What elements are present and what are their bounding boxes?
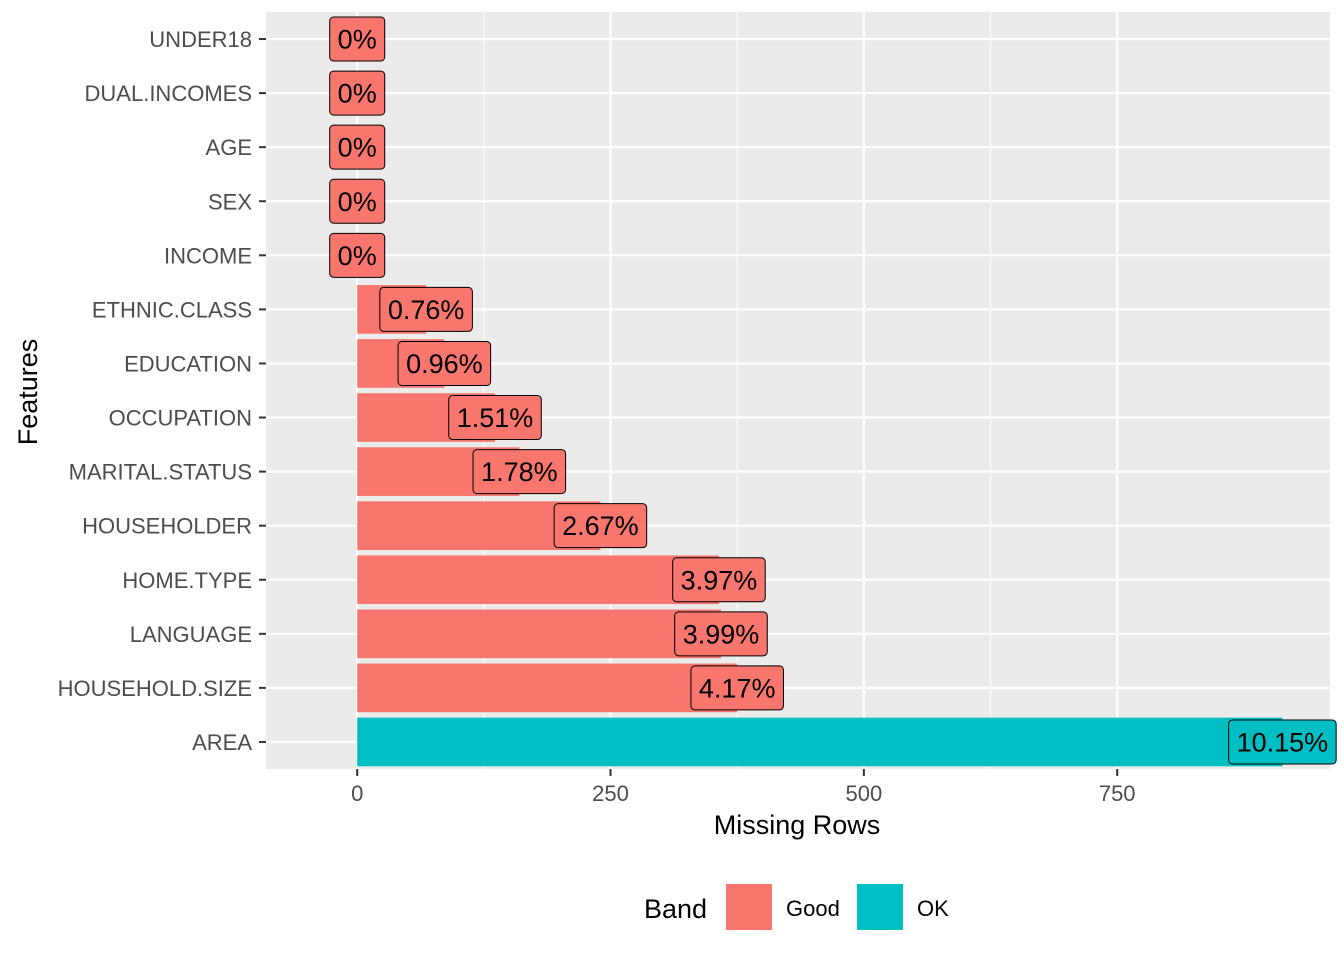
- bar-value-label: 0%: [338, 133, 377, 163]
- x-axis: 0 250 500 750: [351, 769, 1136, 806]
- y-tick-label: OCCUPATION: [109, 406, 252, 431]
- bar-value-label-box: [397, 340, 492, 386]
- y-tick-label: EDUCATION: [124, 351, 252, 376]
- bar-value-label-box: [553, 503, 648, 549]
- bar-home-type: [357, 555, 719, 605]
- y-tick-label: AGE: [206, 135, 252, 160]
- bar-value-label-box: [674, 611, 768, 657]
- bar-value-label: 0%: [338, 79, 377, 109]
- y-tick-label: LANGUAGE: [130, 622, 252, 647]
- bar-value-label-box: [472, 449, 567, 495]
- bar-value-label: 0%: [338, 25, 377, 55]
- x-tick-label: 500: [846, 781, 883, 806]
- bar-value-label: 0%: [338, 187, 377, 217]
- bar-value-label-box: [672, 557, 766, 603]
- bar-area: [357, 717, 1283, 767]
- legend-title: Band: [644, 894, 707, 924]
- legend-key-good: [726, 884, 772, 930]
- bar-value-label-box: [448, 395, 542, 441]
- bar-value-label: 3.99%: [683, 619, 760, 649]
- bar-value-label: 4.17%: [699, 673, 776, 703]
- y-tick-label: ETHNIC.CLASS: [92, 297, 252, 322]
- bar-value-label-box: [1228, 719, 1337, 765]
- bar-value-label: 0%: [338, 241, 377, 271]
- bar-value-label-box: [329, 70, 386, 116]
- legend-label-ok: OK: [917, 896, 949, 921]
- y-tick-label: AREA: [192, 730, 252, 755]
- x-tick-label: 750: [1099, 781, 1136, 806]
- bar-value-label: 3.97%: [681, 565, 758, 595]
- bar-labels: 0% 0% 0% 0% 0% 0.76% 0.96% 1.51% 1.78%2.67% 3.97%…: [329, 16, 1337, 765]
- x-axis-title: Missing Rows: [714, 810, 881, 840]
- legend: Band Good OK: [644, 884, 949, 930]
- bar-value-label-box: [329, 16, 386, 62]
- bar-value-label: 10.15%: [1237, 727, 1329, 757]
- bar-value-label: 2.67%: [562, 511, 639, 541]
- x-tick-label: 250: [592, 781, 629, 806]
- bar-value-label-box: [329, 178, 386, 224]
- y-axis-title: Features: [13, 339, 43, 446]
- bar-value-label-box: [329, 232, 386, 278]
- bar-value-label: 1.78%: [481, 457, 558, 487]
- bar-value-label: 0.76%: [388, 295, 465, 325]
- y-axis: UNDER18 DUAL.INCOMES AGE SEX INCOME ETHNIC.CL…: [58, 27, 266, 755]
- y-tick-label: HOUSEHOLD.SIZE: [58, 676, 252, 701]
- bar-value-label: 0.96%: [406, 349, 483, 379]
- major-gridlines: [266, 12, 1330, 769]
- y-tick-label: UNDER18: [149, 27, 252, 52]
- bar-value-label-box: [379, 286, 473, 332]
- y-tick-label: DUAL.INCOMES: [85, 81, 252, 106]
- y-tick-label: SEX: [208, 189, 252, 214]
- y-tick-label: HOME.TYPE: [122, 568, 252, 593]
- legend-key-ok: [857, 884, 903, 930]
- bar-household-size: [357, 663, 738, 713]
- x-tick-label: 0: [351, 781, 363, 806]
- y-tick-label: MARITAL.STATUS: [69, 460, 252, 485]
- bar-value-label: 1.51%: [457, 403, 534, 433]
- legend-label-good: Good: [786, 896, 840, 921]
- y-tick-label: INCOME: [164, 243, 252, 268]
- bar-value-label-box: [690, 665, 784, 711]
- bar-language: [357, 609, 721, 659]
- y-tick-label: HOUSEHOLDER: [82, 514, 252, 539]
- bar-value-label-box: [329, 124, 386, 170]
